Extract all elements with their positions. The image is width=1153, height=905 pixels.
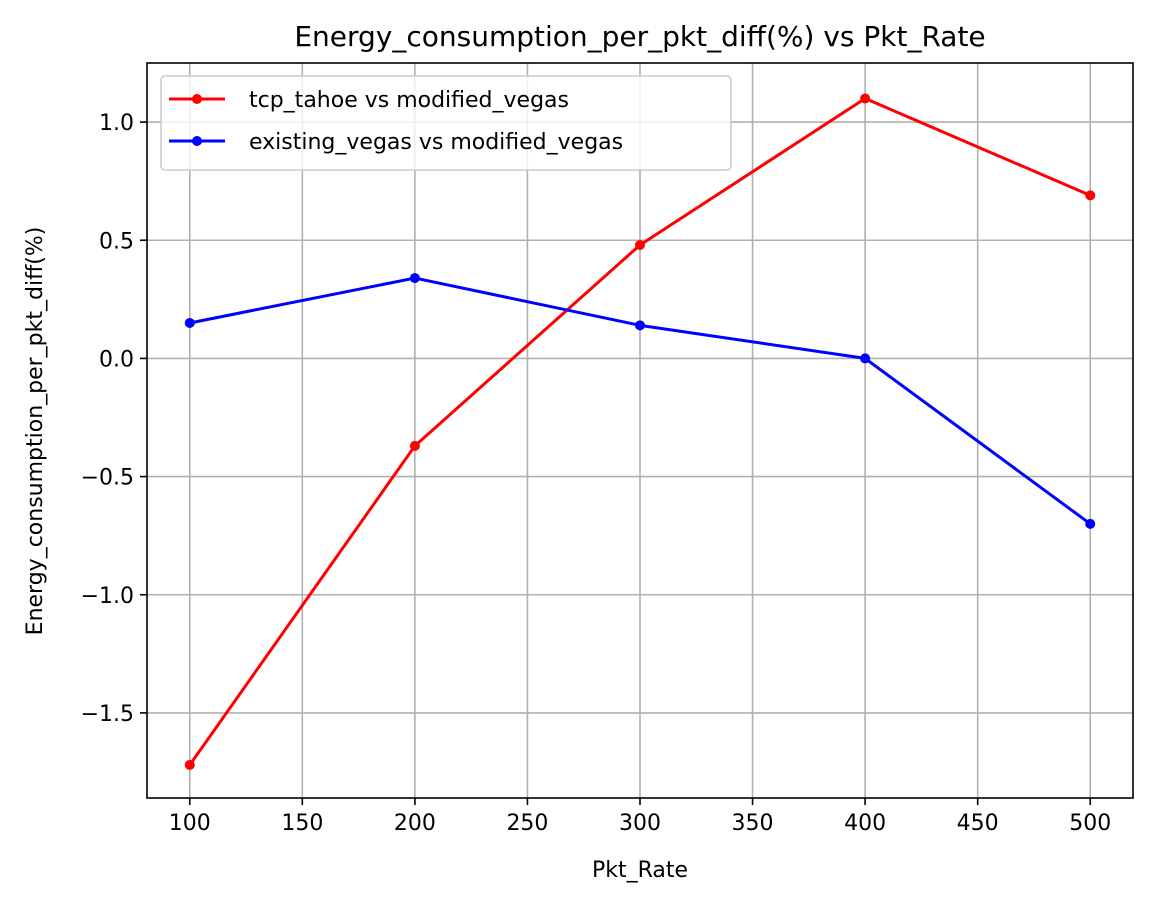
y-tick-label: −0.5 (81, 466, 134, 491)
series-layer (184, 93, 1096, 770)
y-tick-label: 0.5 (99, 229, 134, 254)
y-tick-label: −1.0 (81, 584, 134, 609)
legend-marker (192, 94, 202, 104)
legend-label: existing_vegas vs modified_vegas (249, 130, 623, 155)
y-tick-label: 1.0 (99, 111, 134, 136)
data-point (184, 759, 195, 770)
legend-marker (192, 136, 202, 146)
x-tick-label: 100 (169, 811, 211, 836)
legend-box (160, 75, 732, 171)
series-1 (184, 93, 1096, 770)
x-tick-label: 350 (732, 811, 774, 836)
data-point (860, 93, 871, 104)
x-tick-label: 200 (394, 811, 436, 836)
data-point (409, 273, 420, 284)
y-tick-label: −1.5 (81, 702, 134, 727)
legend: tcp_tahoe vs modified_vegas existing_vega… (160, 75, 732, 171)
x-tick-label: 500 (1069, 811, 1111, 836)
y-axis-label: Energy_consumption_per_pkt_diff(%) (23, 227, 48, 636)
x-tick-label: 250 (506, 811, 548, 836)
data-point (1085, 518, 1096, 529)
data-point (184, 317, 195, 328)
x-tick-label: 450 (957, 811, 999, 836)
data-point (409, 440, 420, 451)
data-point (635, 239, 645, 250)
x-tick-label: 150 (281, 811, 323, 836)
y-tick-label: 0.0 (99, 347, 134, 372)
x-tick-label: 400 (844, 811, 886, 836)
x-axis-label: Pkt_Rate (592, 858, 688, 883)
series-2 (184, 273, 1096, 529)
x-tick-label: 300 (619, 811, 661, 836)
data-point (635, 320, 645, 331)
legend-label: tcp_tahoe vs modified_vegas (249, 88, 569, 113)
legend-item: tcp_tahoe vs modified_vegas (169, 88, 569, 113)
data-point (860, 353, 871, 364)
axis-ticks: 100 150 200 250 300 350 400 450 500 1.0 0.5 0.0 −0.5… (81, 111, 1112, 836)
chart-title: Energy_consumption_per_pkt_diff(%) vs Pk… (294, 20, 985, 53)
data-point (1085, 190, 1096, 201)
legend-item: existing_vegas vs modified_vegas (169, 130, 623, 155)
